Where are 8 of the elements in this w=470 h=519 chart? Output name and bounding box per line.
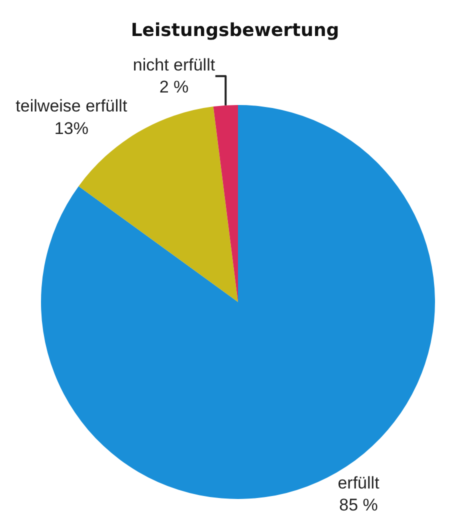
data-label: 85 % bbox=[339, 495, 378, 514]
data-label: 13% bbox=[54, 118, 88, 138]
slice-label: nicht erfüllt bbox=[132, 56, 216, 75]
slice-label: teilweise erfüllt bbox=[16, 96, 128, 116]
data-label: 2 % bbox=[159, 78, 189, 97]
pie-slice bbox=[213, 105, 238, 302]
chart-title: Leistungsbewertung bbox=[130, 20, 340, 41]
slice-label: erfüllt bbox=[338, 473, 380, 492]
